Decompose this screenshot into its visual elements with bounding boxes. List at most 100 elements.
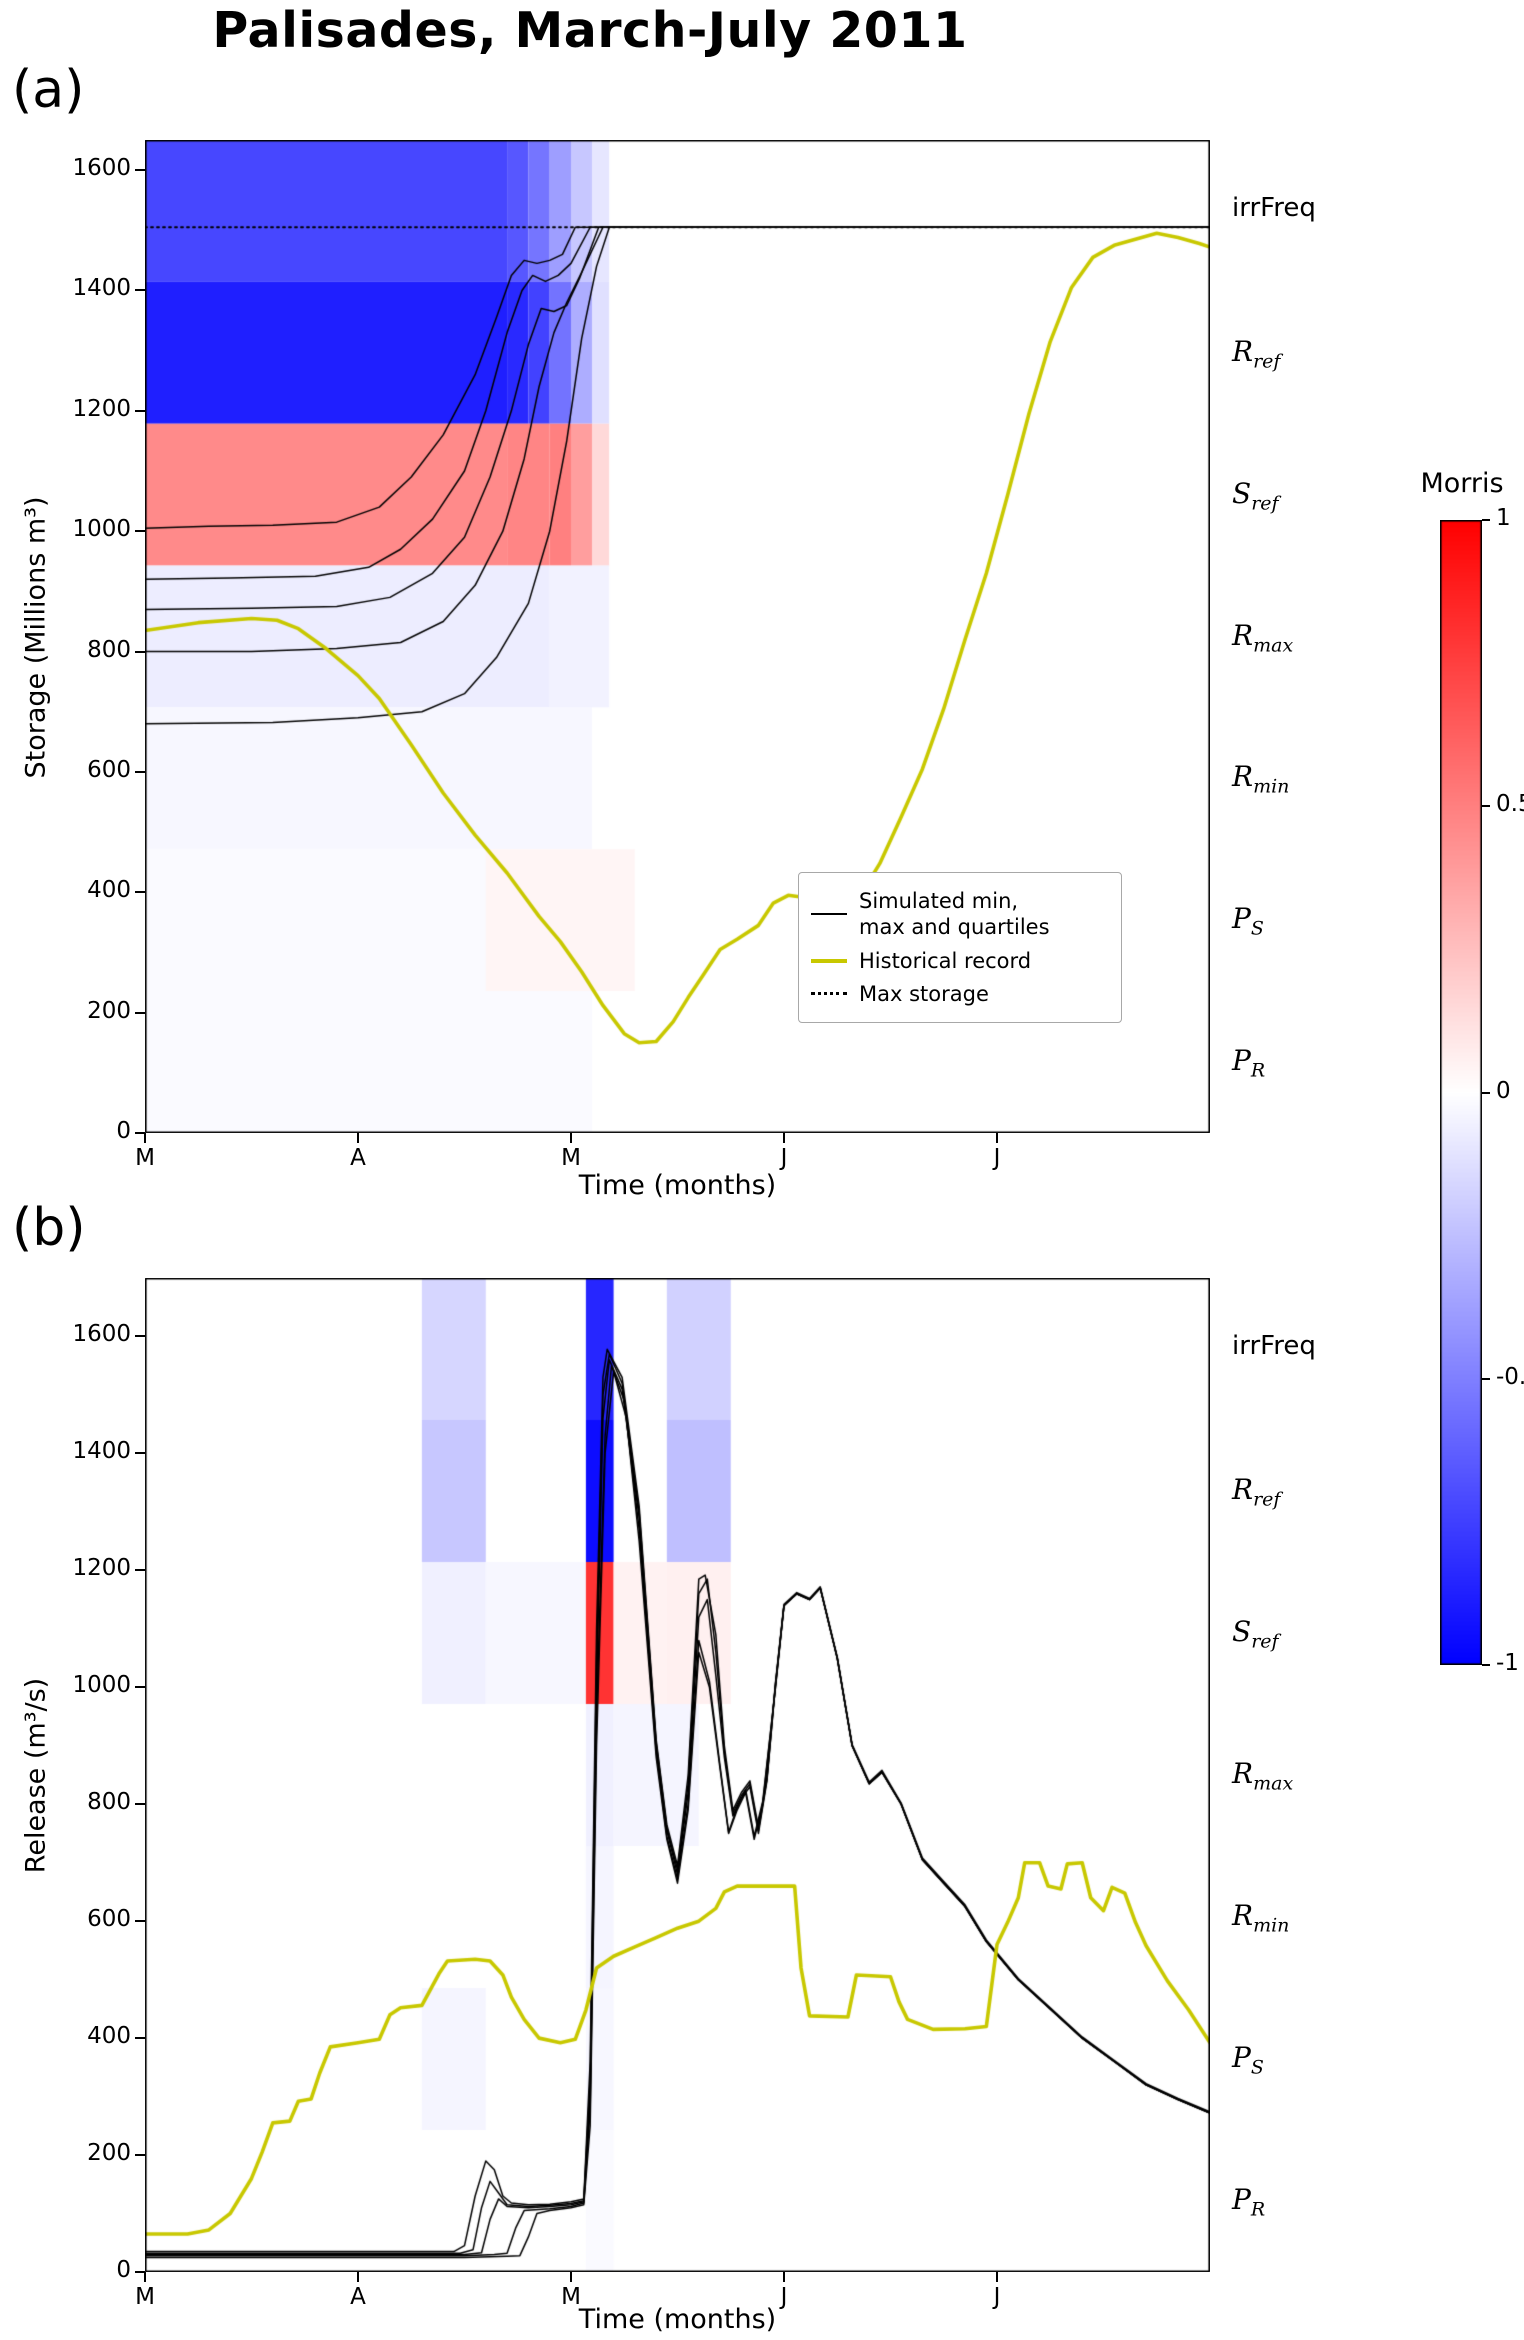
y-tick-label-800: 800 xyxy=(87,636,131,663)
x-tick-label-A-1: A xyxy=(350,2284,366,2310)
colorbar-tick-mark-4 xyxy=(1482,1664,1490,1666)
panel-a-xaxis-label: Time (months) xyxy=(578,1170,777,1201)
x-tick-label-J-4: J xyxy=(993,1145,1001,1171)
y-tick-label-1400: 1400 xyxy=(72,1438,131,1465)
x-tick-mark-3 xyxy=(783,2272,785,2282)
legend-box: Simulated min, max and quartiles Historic… xyxy=(798,872,1122,1023)
param-label-R_ref: Rref xyxy=(1232,334,1281,373)
y-tick-mark-200 xyxy=(135,1011,145,1014)
x-tick-mark-0 xyxy=(144,2272,146,2282)
y-tick-mark-1600 xyxy=(135,169,145,172)
x-tick-label-J-4: J xyxy=(993,2284,1001,2310)
y-tick-label-200: 200 xyxy=(87,997,131,1024)
y-tick-label-1600: 1600 xyxy=(72,155,131,182)
legend-item-solid-black: Simulated min, max and quartiles xyxy=(811,888,1109,941)
y-tick-label-0: 0 xyxy=(116,2257,131,2283)
param-label-S_ref: Sref xyxy=(1232,476,1279,515)
panel-a-yaxis-label: Storage (Millions m³) xyxy=(20,496,52,779)
y-tick-label-400: 400 xyxy=(87,877,131,904)
x-tick-mark-0 xyxy=(144,1133,146,1143)
release-chart-canvas xyxy=(145,1278,1210,2272)
legend-item-dotted-black: Max storage xyxy=(811,981,1109,1007)
y-tick-mark-800 xyxy=(135,650,145,653)
colorbar-tick-mark-0 xyxy=(1482,519,1490,521)
x-tick-label-J-3: J xyxy=(780,1145,788,1171)
panel-b-xaxis-label: Time (months) xyxy=(578,2304,777,2335)
panel-a-label: (a) xyxy=(12,60,85,120)
y-tick-label-1600: 1600 xyxy=(72,1321,131,1348)
panel-b-yaxis-label: Release (m³/s) xyxy=(20,1677,52,1874)
y-tick-mark-1400 xyxy=(135,1452,145,1455)
x-tick-label-J-3: J xyxy=(780,2284,788,2310)
legend-item-solid-yellow: Historical record xyxy=(811,948,1109,974)
y-tick-label-600: 600 xyxy=(87,756,131,783)
colorbar-tick-label-0: 0 xyxy=(1496,1077,1511,1104)
y-tick-label-0: 0 xyxy=(116,1118,131,1144)
x-tick-mark-1 xyxy=(357,2272,359,2282)
x-tick-mark-3 xyxy=(783,1133,785,1143)
colorbar-tick-label-0.5: 0.5 xyxy=(1496,791,1524,818)
legend-label: Max storage xyxy=(859,981,989,1006)
y-tick-mark-0 xyxy=(135,1132,145,1134)
y-tick-mark-800 xyxy=(135,1803,145,1806)
param-label-S_ref: Sref xyxy=(1232,1615,1279,1653)
y-tick-mark-400 xyxy=(135,2037,145,2040)
y-tick-label-400: 400 xyxy=(87,2023,131,2050)
x-tick-label-M-2: M xyxy=(561,1145,581,1171)
y-tick-mark-0 xyxy=(135,2271,145,2273)
param-label-P_R: PR xyxy=(1232,2183,1266,2221)
y-tick-mark-1000 xyxy=(135,1686,145,1689)
x-tick-mark-4 xyxy=(996,2272,998,2282)
y-tick-mark-1000 xyxy=(135,530,145,533)
param-label-R_min: Rmin xyxy=(1232,760,1290,798)
x-tick-label-A-1: A xyxy=(350,1145,366,1171)
colorbar-tick-mark-2 xyxy=(1482,1091,1490,1094)
param-label-irrFreq: irrFreq xyxy=(1232,1331,1316,1361)
colorbar-tick-label-1: 1 xyxy=(1496,505,1511,531)
colorbar-tick-label--0.5: -0.5 xyxy=(1496,1363,1524,1390)
y-tick-label-1200: 1200 xyxy=(72,1555,131,1582)
legend-label: Historical record xyxy=(859,948,1032,973)
y-tick-label-1400: 1400 xyxy=(72,275,131,302)
colorbar-tick-mark-3 xyxy=(1482,1377,1490,1380)
param-label-R_min: Rmin xyxy=(1232,1899,1290,1937)
x-tick-mark-2 xyxy=(570,2272,572,2282)
colorbar-tick-label--1: -1 xyxy=(1496,1650,1519,1676)
y-tick-mark-1600 xyxy=(135,1335,145,1338)
y-tick-label-1200: 1200 xyxy=(72,395,131,422)
x-tick-label-M-2: M xyxy=(561,2284,581,2310)
param-label-R_ref: Rref xyxy=(1232,1473,1281,1511)
x-tick-label-M-0: M xyxy=(135,1145,155,1171)
y-tick-mark-200 xyxy=(135,2154,145,2157)
figure-title: Palisades, March-July 2011 xyxy=(212,2,968,59)
y-tick-mark-1200 xyxy=(135,1569,145,1572)
param-label-P_S: PS xyxy=(1232,902,1264,940)
param-label-irrFreq: irrFreq xyxy=(1232,192,1316,223)
x-tick-mark-1 xyxy=(357,1133,359,1143)
y-tick-mark-400 xyxy=(135,891,145,894)
param-label-R_max: Rmax xyxy=(1232,1757,1294,1795)
morris-colorbar xyxy=(1440,520,1482,1665)
param-label-R_max: Rmax xyxy=(1232,618,1294,657)
y-tick-label-800: 800 xyxy=(87,1789,131,1816)
y-tick-mark-1400 xyxy=(135,289,145,292)
y-tick-mark-1200 xyxy=(135,409,145,412)
legend-line-sample-solid-yellow xyxy=(811,958,847,963)
x-tick-mark-2 xyxy=(570,1133,572,1143)
colorbar-title: Morris xyxy=(1420,468,1504,499)
param-label-P_S: PS xyxy=(1232,2041,1264,2079)
legend-label: Simulated min, max and quartiles xyxy=(859,889,1050,940)
x-tick-mark-4 xyxy=(996,1133,998,1143)
y-tick-mark-600 xyxy=(135,1920,145,1923)
x-tick-label-M-0: M xyxy=(135,2284,155,2310)
param-label-P_R: PR xyxy=(1232,1044,1266,1082)
legend-line-sample-dotted-black xyxy=(811,992,847,996)
y-tick-label-600: 600 xyxy=(87,1906,131,1933)
legend-line-sample-solid-black xyxy=(811,913,847,916)
y-tick-label-200: 200 xyxy=(87,2140,131,2167)
y-tick-label-1000: 1000 xyxy=(72,1672,131,1699)
colorbar-tick-mark-1 xyxy=(1482,805,1490,808)
y-tick-label-1000: 1000 xyxy=(72,516,131,543)
y-tick-mark-600 xyxy=(135,770,145,773)
